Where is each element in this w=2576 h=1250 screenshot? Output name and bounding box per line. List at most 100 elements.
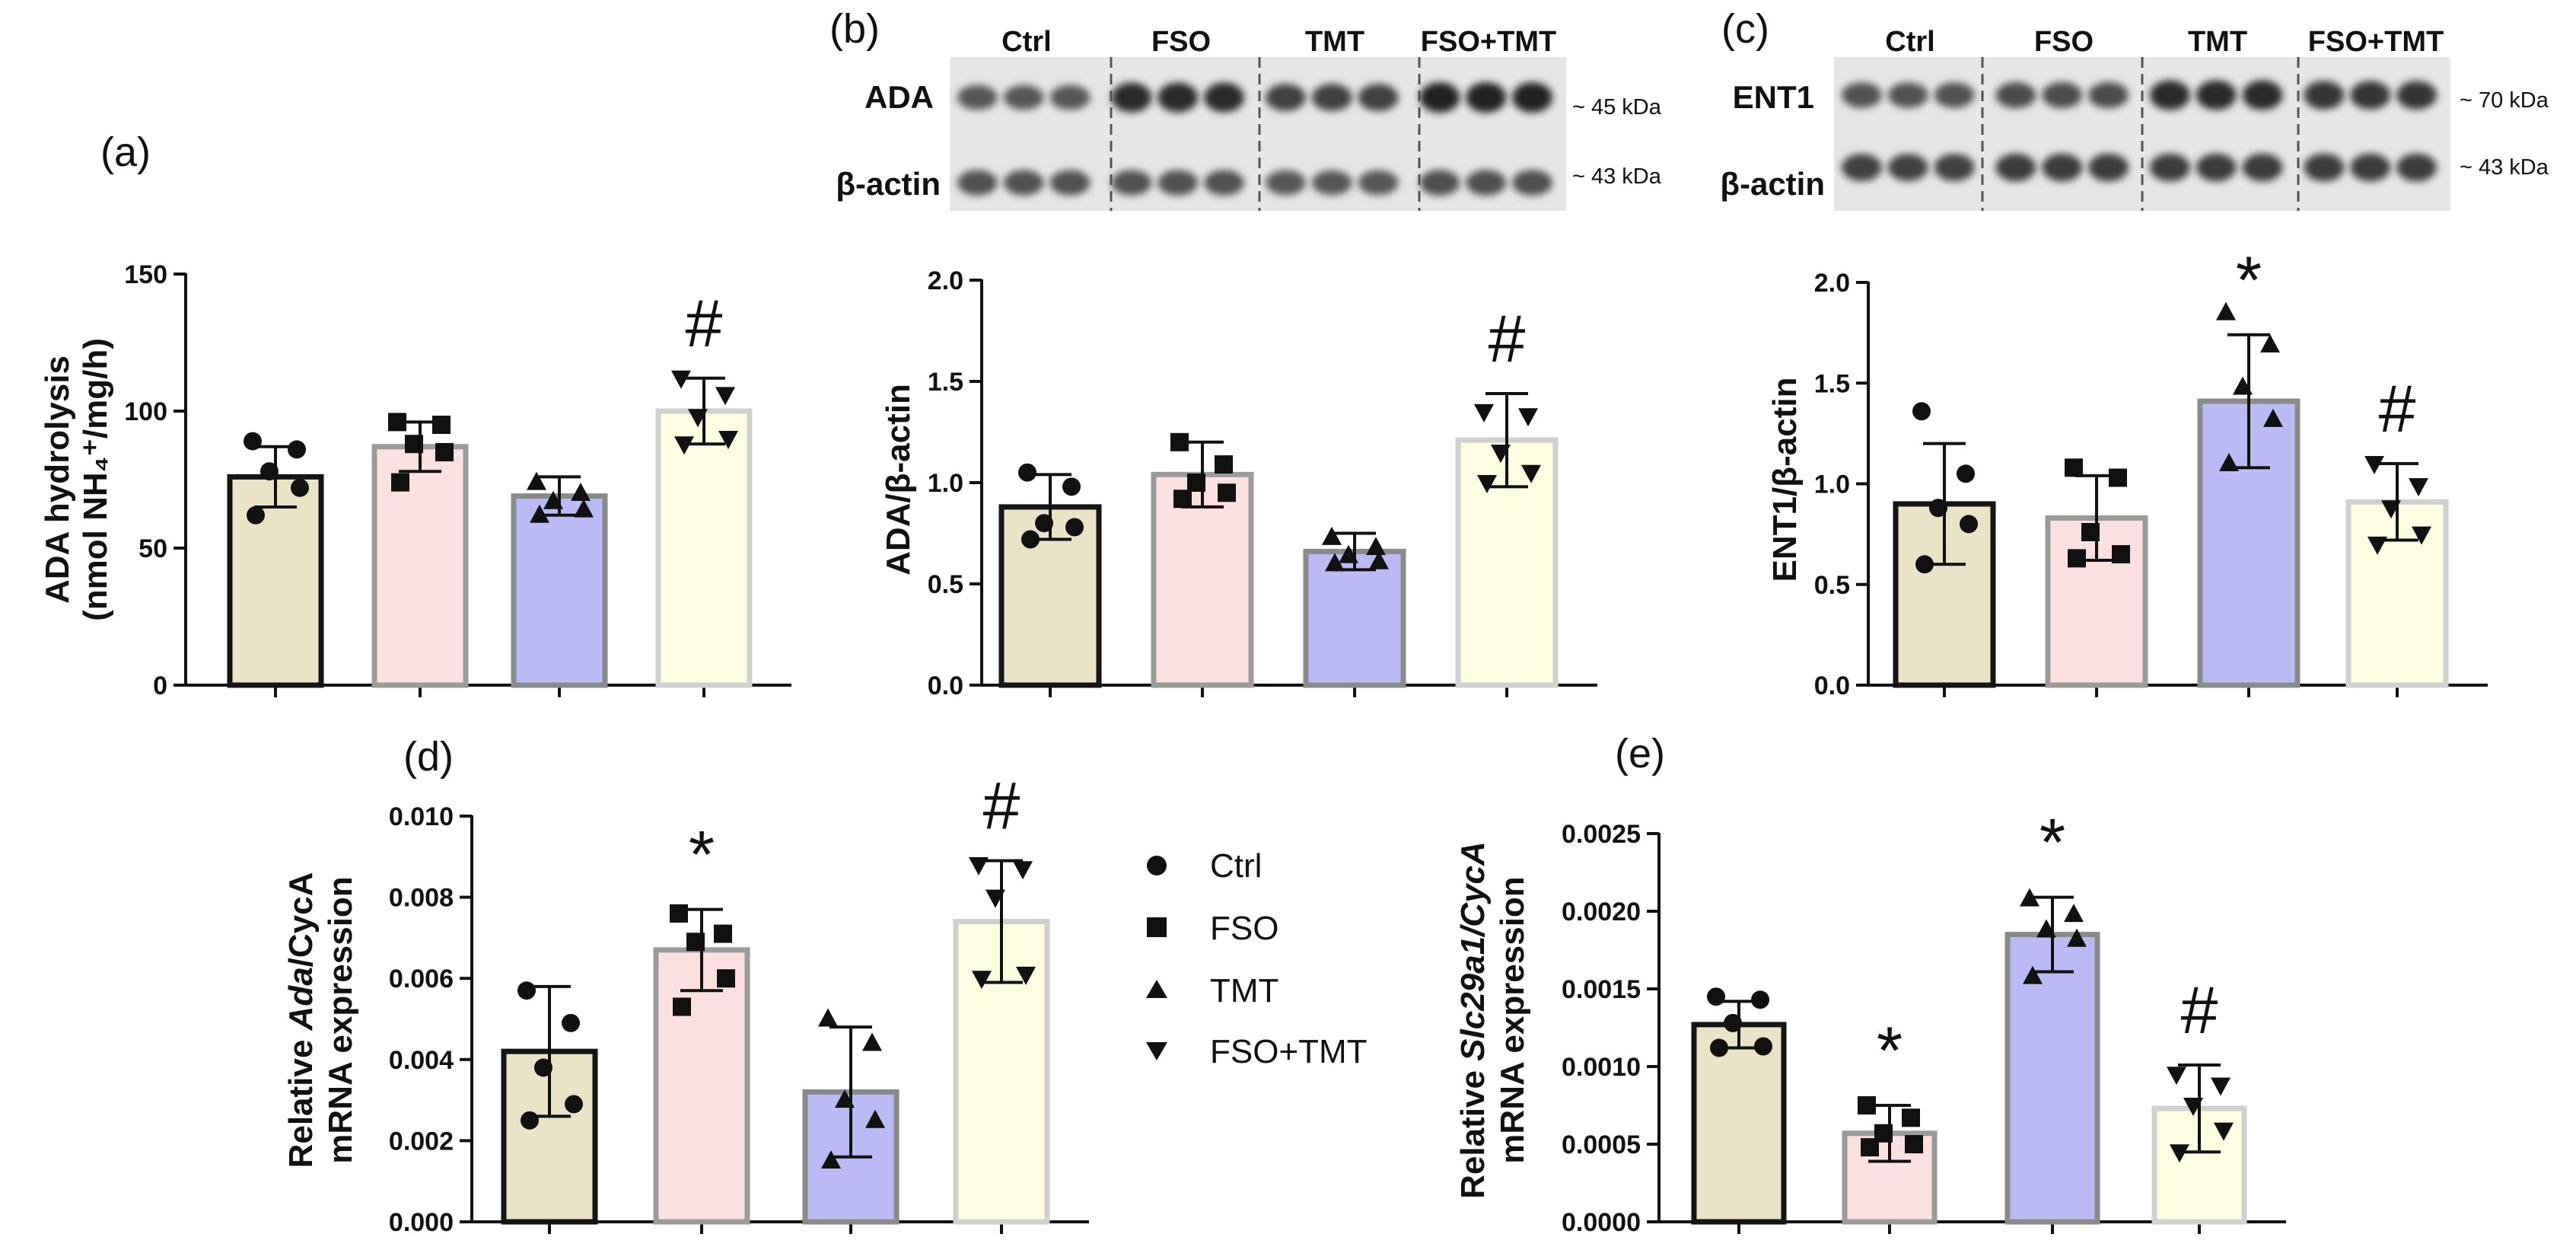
data-point-tmt: [1322, 526, 1342, 545]
bar-fso: [371, 444, 469, 688]
data-point-ctrl: [1960, 515, 1978, 534]
data-point-fso: [714, 924, 732, 943]
blot-band: [1204, 82, 1245, 113]
data-point-tmt: [818, 1008, 838, 1027]
blot-c-kda-actin: ~ 43 kDa: [2460, 155, 2549, 180]
data-point-tmt: [1339, 544, 1358, 563]
blot-band: [1995, 81, 2036, 109]
data-point-fsotmt: [969, 856, 989, 875]
data-point-tmt: [571, 483, 591, 501]
blot-band: [1887, 154, 1928, 181]
chart-panel-d: 0.000 0.002 0.004 0.006 0.008 0.010 * # Relative…: [282, 768, 1089, 1237]
data-point-ctrl: [517, 981, 536, 1000]
y-tick-label: 0.004: [389, 1046, 454, 1075]
blot-band: [1049, 85, 1091, 110]
data-point-ctrl: [1915, 555, 1934, 574]
significance-hash: #: [686, 285, 723, 361]
data-point-tmt: [862, 1032, 882, 1051]
blot-band: [1512, 82, 1553, 113]
blot-b-bands: [957, 82, 1553, 196]
y-tick-label: 0.5: [1814, 571, 1850, 600]
western-blot-b: Ctrl FSO TMT FSO+TMT ADA β-actin ~ 45 kD…: [836, 26, 1662, 211]
blot-b-dividers: [1110, 57, 1421, 211]
y-tick-label: 0.008: [389, 884, 454, 913]
data-point-ctrl: [288, 440, 306, 459]
blot-band: [1311, 84, 1352, 111]
data-point-ctrl: [1065, 518, 1084, 537]
blot-band: [1358, 84, 1399, 111]
data-point-tmt: [835, 1089, 855, 1108]
data-point-fsotmt: [671, 370, 691, 389]
data-point-fsotmt: [2211, 1077, 2231, 1096]
blot-band: [1003, 85, 1044, 110]
significance-hash: #: [2379, 371, 2416, 446]
legend-label-fsotmt: FSO+TMT: [1210, 1033, 1368, 1070]
blot-band: [1466, 82, 1507, 113]
data-point-ctrl: [1018, 463, 1036, 482]
blot-band: [1358, 170, 1399, 196]
data-point-fsotmt: [2170, 1144, 2189, 1163]
data-point-fsotmt: [1013, 861, 1033, 880]
data-point-tmt: [2233, 376, 2253, 395]
blot-band: [2150, 80, 2190, 110]
blot-c-group-fsotmt: FSO+TMT: [2308, 26, 2444, 58]
data-point-fsotmt: [2183, 1098, 2203, 1116]
blot-band: [2304, 153, 2345, 182]
y-tick-label: 2.0: [1814, 269, 1850, 298]
y-tick-label: 0: [153, 671, 167, 700]
blot-band: [1157, 170, 1199, 196]
data-point-fso: [1187, 474, 1205, 492]
blot-band: [1111, 170, 1152, 196]
chart-panel-b: 0.0 0.5 1.0 1.5 2.0 # ADA/β-actin: [880, 266, 1597, 700]
legend-marker-square: [1147, 917, 1167, 937]
data-point-fsotmt: [2364, 456, 2384, 475]
data-point-tmt: [2064, 904, 2084, 923]
y-tick-label: 0.000: [389, 1208, 454, 1237]
data-point-fso: [2109, 468, 2127, 487]
blot-band: [1512, 170, 1553, 196]
blot-band: [2195, 80, 2237, 110]
data-point-fsotmt: [986, 889, 1005, 908]
data-point-tmt: [530, 504, 549, 523]
data-point-ctrl: [291, 478, 309, 497]
bar-fso: [653, 947, 750, 1225]
blot-band: [2396, 153, 2437, 182]
significance-hash: #: [1489, 301, 1526, 376]
data-point-ctrl: [1062, 477, 1081, 496]
blot-c-group-ctrl: Ctrl: [1885, 26, 1934, 58]
data-point-ctrl: [1035, 514, 1053, 533]
data-point-tmt: [2067, 928, 2087, 947]
data-point-tmt: [1369, 550, 1389, 569]
data-point-ctrl: [1710, 1038, 1728, 1057]
data-point-fsotmt: [715, 387, 735, 406]
data-point-ctrl: [1912, 402, 1931, 421]
data-point-ctrl: [1754, 1037, 1772, 1056]
blot-band: [1266, 84, 1306, 111]
panel-b-label: (b): [829, 6, 880, 52]
blot-c-row-actin: β-actin: [1720, 166, 1825, 202]
data-point-ctrl: [1751, 990, 1769, 1009]
bar-tmt: [1303, 548, 1406, 688]
blot-band: [1419, 170, 1460, 196]
data-point-ctrl: [1929, 499, 1947, 518]
data-point-tmt: [865, 1109, 885, 1128]
data-point-tmt: [2219, 453, 2239, 472]
data-point-ctrl: [244, 432, 262, 451]
blot-band: [2042, 81, 2083, 109]
data-point-fso: [1215, 455, 1233, 474]
data-point-fso: [388, 413, 406, 432]
panel-a-label: (a): [100, 129, 151, 175]
bar-fsotmt: [655, 408, 753, 688]
y-tick-label: 50: [139, 534, 167, 563]
y-tick-label: 0.0000: [1562, 1208, 1641, 1237]
panel-e-label: (e): [1615, 731, 1665, 776]
y-tick-label: 0.0: [928, 671, 963, 700]
chart-panel-c: 0.0 0.5 1.0 1.5 2.0 * # ENT1/β-actin: [1766, 242, 2488, 700]
data-point-fsotmt: [1521, 464, 1541, 483]
data-point-tmt: [2036, 919, 2056, 938]
blot-band: [2088, 153, 2129, 182]
data-point-fso: [1905, 1135, 1923, 1153]
data-point-ctrl: [562, 1013, 580, 1032]
y-tick-label: 1.0: [928, 469, 963, 498]
